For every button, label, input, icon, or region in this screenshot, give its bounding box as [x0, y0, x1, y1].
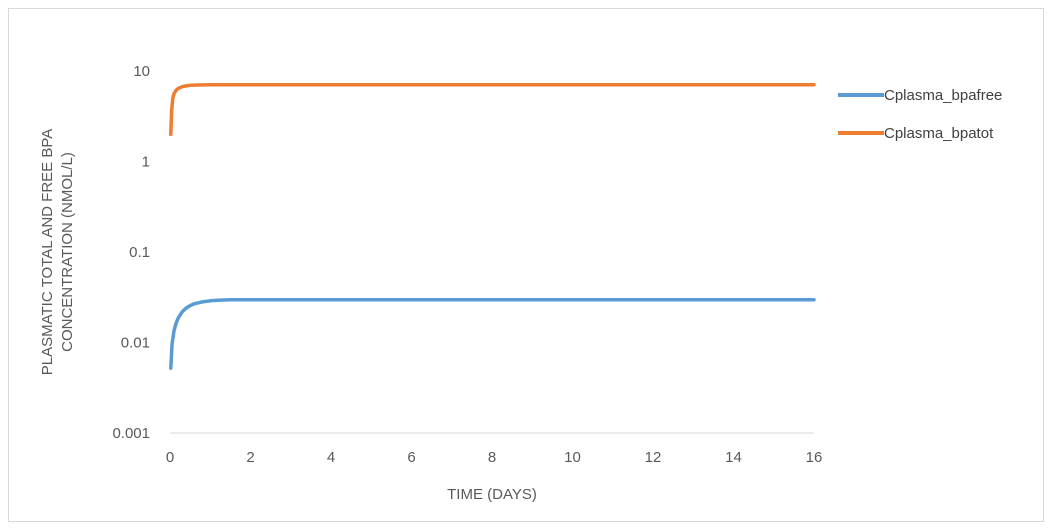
y-axis-title-line-2: CONCENTRATION (NMOL/L): [59, 152, 76, 352]
x-tick-label: 16: [806, 449, 823, 466]
x-tick-label: 10: [564, 449, 581, 466]
y-tick-label: 1: [142, 154, 150, 171]
series-line-bpafree: [169, 297, 816, 370]
x-tick-label: 8: [488, 449, 496, 466]
x-tick-label: 0: [166, 449, 174, 466]
y-axis-title-line-1: PLASMATIC TOTAL AND FREE BPA: [39, 129, 56, 375]
legend-label-bpatot: Cplasma_bpatot: [884, 125, 994, 142]
legend-item-bpatot: Cplasma_bpatot: [838, 125, 994, 142]
y-tick-label: 0.1: [129, 244, 150, 261]
x-tick-label: 6: [407, 449, 415, 466]
y-axis-title: PLASMATIC TOTAL AND FREE BPA CONCENTRATI…: [39, 129, 76, 375]
legend-label-bpafree: Cplasma_bpafree: [884, 87, 1002, 104]
y-tick-label: 10: [133, 63, 150, 80]
x-axis-title: TIME (DAYS): [447, 486, 537, 503]
y-tick-label: 0.01: [121, 335, 150, 352]
x-tick-label: 14: [725, 449, 742, 466]
series-line-bpatot: [169, 82, 816, 137]
x-tick-label: 12: [645, 449, 662, 466]
x-tick-label: 4: [327, 449, 335, 466]
x-tick-labels: 0 2 4 6 8 10 12 14 16: [166, 449, 823, 466]
legend-item-bpafree: Cplasma_bpafree: [838, 87, 1002, 104]
series-lines: [169, 82, 816, 370]
y-tick-label: 0.001: [112, 425, 150, 442]
x-tick-label: 2: [246, 449, 254, 466]
y-tick-labels: 0.001 0.01 0.1 1 10: [112, 63, 150, 442]
legend: Cplasma_bpafree Cplasma_bpatot: [838, 87, 1002, 142]
